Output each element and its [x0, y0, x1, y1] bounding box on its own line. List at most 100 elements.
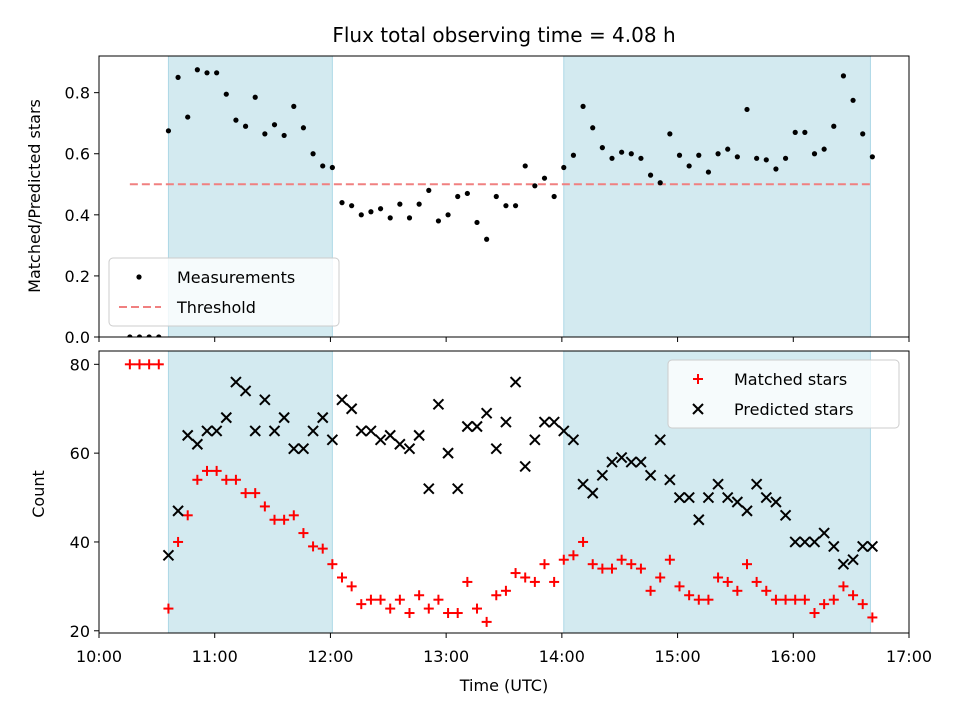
matched-star-point — [182, 510, 193, 521]
matched-star-point — [346, 581, 357, 592]
predicted-star-point — [664, 474, 676, 486]
predicted-star-point — [297, 442, 310, 455]
matched-star-point — [472, 603, 482, 614]
measurement-point — [821, 146, 827, 152]
measurement-point — [657, 180, 663, 186]
predicted-star-point — [403, 442, 416, 455]
x-tick-label: 17:00 — [886, 647, 932, 666]
cross-b — [210, 425, 223, 437]
cross-b — [230, 376, 242, 388]
cross-b — [731, 496, 744, 508]
measurement-point — [840, 73, 847, 79]
measurement-point — [869, 154, 875, 160]
predicted-star-point — [857, 540, 869, 553]
cross-b — [808, 536, 821, 548]
cross-b — [741, 505, 753, 517]
predicted-star-point — [828, 540, 840, 553]
y-tick-label: 80 — [70, 355, 90, 374]
measurement-point — [406, 215, 413, 221]
predicted-star-point — [220, 411, 232, 424]
cross-b — [664, 474, 676, 486]
plot-area — [127, 56, 875, 337]
predicted-star-point — [423, 482, 435, 495]
matched-star-point — [308, 541, 319, 552]
cross-b — [596, 469, 609, 482]
matched-star-point — [799, 594, 810, 605]
predicted-star-point — [770, 496, 782, 508]
predicted-star-point — [847, 554, 859, 566]
predicted-star-point — [731, 496, 744, 508]
predicted-star-point — [480, 407, 493, 419]
cross-b — [432, 398, 445, 410]
measurement-point — [744, 106, 750, 113]
matched-star-point — [867, 612, 878, 623]
bottom-panel: 20 40 60 80 10:00 11:00 12:00 13:00 14:00 15:00 16… — [70, 350, 932, 666]
predicted-star-point — [683, 491, 695, 504]
measurement-point — [320, 163, 326, 169]
measurement-point — [300, 125, 307, 131]
matched-star-point — [443, 608, 454, 619]
matched-star-point — [491, 590, 502, 601]
x-tick-label: 14:00 — [539, 647, 585, 666]
predicted-star-point — [191, 438, 204, 450]
cross-b — [644, 469, 657, 482]
matched-star-point — [404, 608, 415, 619]
predicted-star-point — [635, 456, 647, 468]
cross-b — [683, 491, 695, 504]
matched-star-point — [510, 568, 521, 579]
predicted-star-point — [182, 429, 194, 442]
matched-star-point — [500, 585, 511, 596]
matched-star-point — [356, 599, 367, 610]
predicted-star-point — [345, 403, 358, 415]
y-tick-label: 0.4 — [65, 206, 90, 225]
matched-star-point — [423, 603, 434, 614]
legend-label-matched: Matched stars — [734, 370, 847, 389]
cross-b — [558, 425, 570, 437]
measurement-point — [512, 203, 519, 209]
measurement-point — [638, 155, 644, 161]
matched-star-point — [385, 603, 396, 614]
legend-box — [667, 359, 900, 429]
matched-star-point — [722, 576, 733, 587]
cross-b — [577, 478, 589, 490]
matched-star-point — [626, 559, 637, 570]
matched-star-point — [250, 488, 261, 499]
cross-b — [326, 434, 339, 446]
predicted-star-point — [712, 478, 724, 490]
measurement-point — [310, 151, 316, 157]
matched-star-point — [259, 501, 270, 512]
measurement-point — [647, 172, 654, 178]
measurement-point — [773, 166, 779, 172]
matched-star-point — [462, 576, 473, 587]
cross-b — [538, 416, 551, 428]
cross-b — [336, 394, 348, 406]
measurement-point — [175, 74, 181, 80]
matched-star-point — [597, 563, 608, 574]
cross-b — [239, 385, 252, 397]
predicted-star-point — [587, 487, 599, 499]
predicted-star-point — [326, 434, 339, 446]
predicted-star-point — [538, 416, 551, 428]
cross-b — [693, 514, 705, 526]
legend: Matched stars Predicted stars — [667, 359, 900, 429]
measurement-point — [445, 212, 451, 218]
cross-b — [365, 425, 377, 437]
predicted-star-point — [702, 491, 715, 504]
predicted-star-point — [249, 425, 261, 437]
cross-b — [384, 429, 396, 442]
measurement-point — [850, 97, 856, 103]
matched-star-point — [751, 576, 762, 587]
measurement-point — [484, 236, 490, 242]
cross-b — [162, 549, 175, 561]
matched-star-point — [761, 585, 772, 596]
cross-b — [847, 554, 859, 566]
predicted-star-point — [442, 447, 454, 459]
predicted-star-point — [644, 469, 657, 482]
predicted-star-point — [596, 469, 609, 482]
predicted-star-point — [172, 505, 184, 517]
cross-b — [548, 416, 560, 428]
legend-marker-measurements — [136, 274, 142, 280]
matched-star-point — [230, 474, 241, 485]
cross-b — [615, 451, 628, 464]
measurement-point — [262, 131, 268, 137]
